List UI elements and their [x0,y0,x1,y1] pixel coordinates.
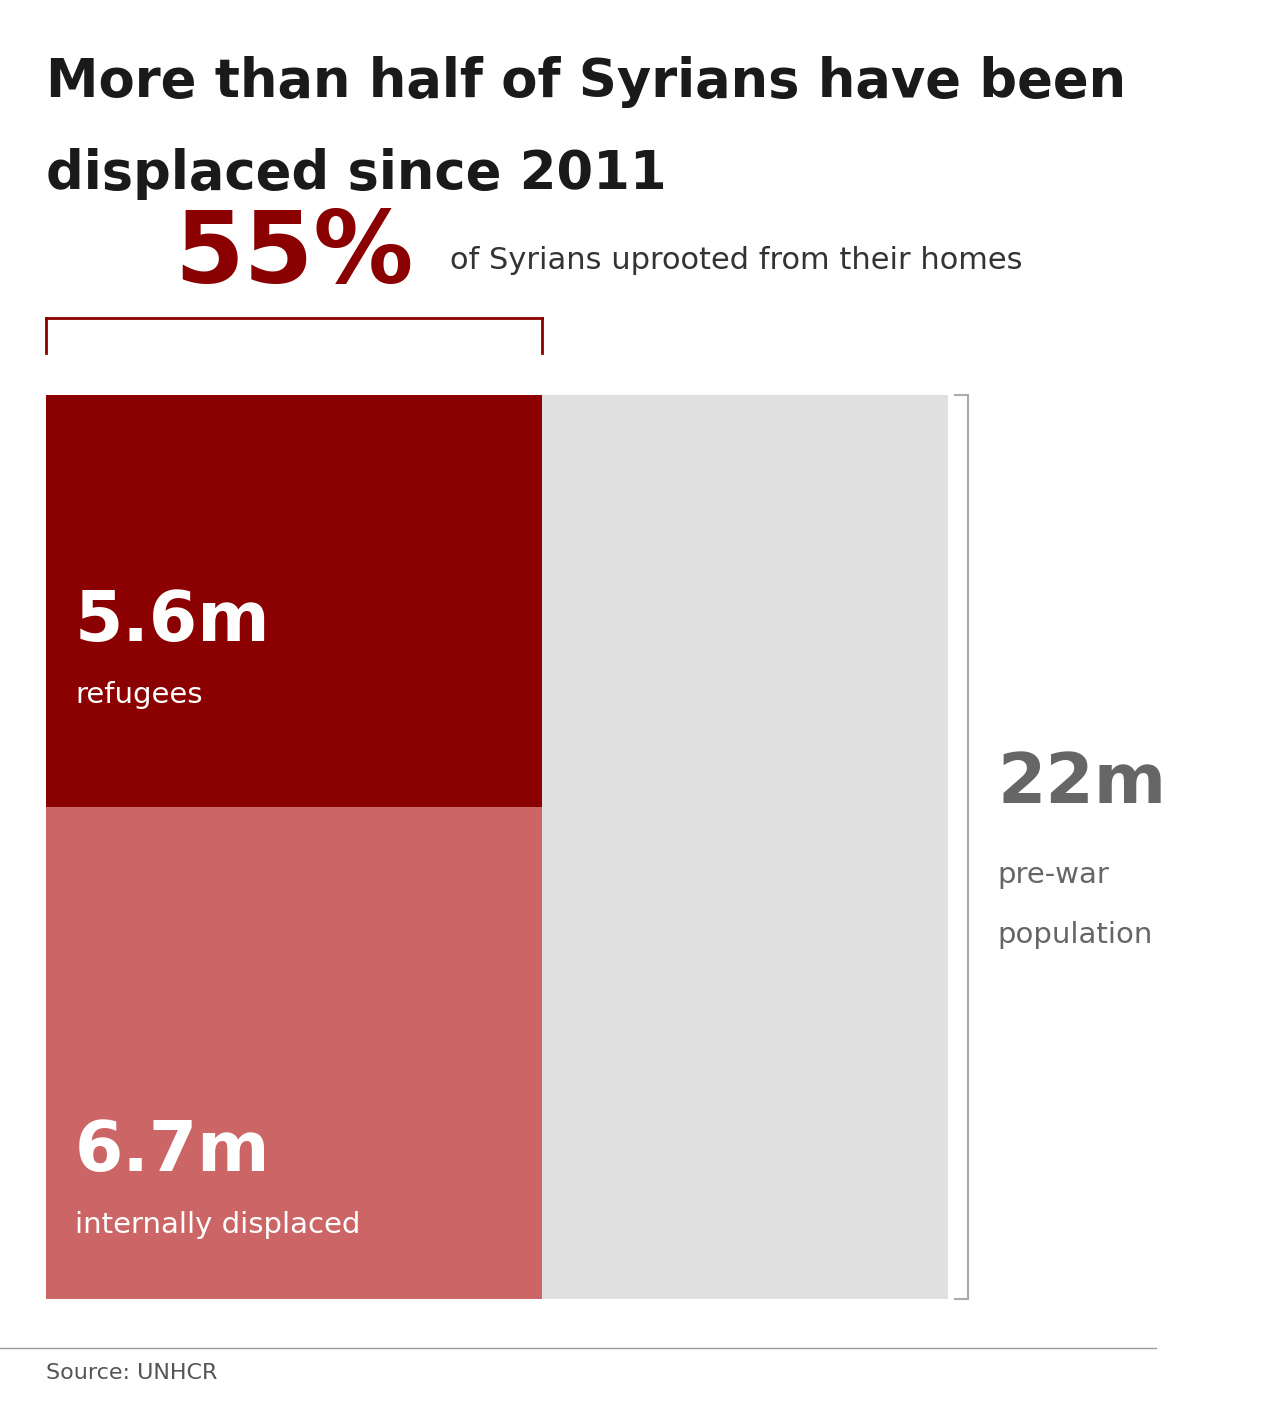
Text: 6.7m: 6.7m [76,1118,271,1185]
Text: of Syrians uprooted from their homes: of Syrians uprooted from their homes [450,246,1023,275]
Text: pre-war: pre-war [997,861,1109,890]
Text: refugees: refugees [76,681,203,709]
Bar [542,395,947,1299]
Text: 22m: 22m [997,750,1167,818]
Text: 5.6m: 5.6m [76,589,271,655]
Text: population: population [997,921,1153,949]
Text: Source: UNHCR: Source: UNHCR [46,1363,218,1382]
Text: More than half of Syrians have been: More than half of Syrians have been [46,56,1127,109]
Text: internally displaced: internally displaced [76,1210,360,1238]
Text: displaced since 2011: displaced since 2011 [46,148,667,201]
Text: 55%: 55% [174,206,414,304]
Bar [46,806,542,1299]
Bar [46,395,542,806]
